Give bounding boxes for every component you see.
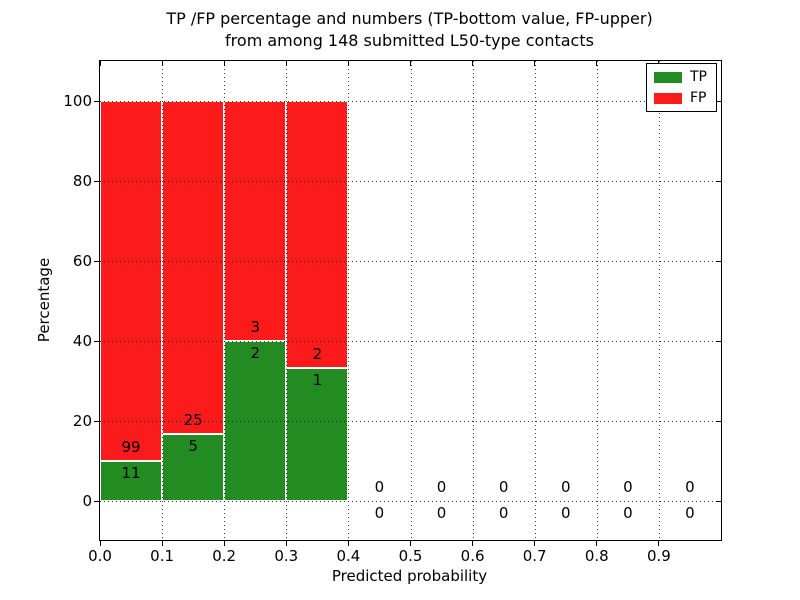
bar-segment-fp (286, 101, 349, 368)
x-tick-mark (472, 540, 474, 546)
tp-count-label: 0 (498, 504, 509, 522)
y-tick-label: 60 (72, 252, 92, 270)
v-gridline (162, 61, 164, 540)
x-tick-mark (410, 540, 411, 546)
fp-count-label: 0 (560, 478, 571, 496)
tp-color-swatch (654, 71, 682, 83)
y-tick-label: 20 (72, 412, 92, 430)
fp-color-swatch (654, 92, 682, 104)
x-tick-mark (658, 540, 660, 546)
plot-area: 0.0 0.1 0.2 0.3 0.4 0.5 0.6 0.7 0.8 0.9 0 20 40 60 80 1… (63, 60, 722, 565)
y-tick-mark (94, 100, 100, 102)
x-tick-mark (347, 540, 349, 546)
x-tick-label: 0.0 (88, 547, 112, 565)
x-tick-mark (161, 540, 163, 546)
v-gridline (348, 61, 350, 540)
x-tick-mark-top (99, 61, 101, 66)
x-tick-mark-top (161, 61, 163, 66)
x-tick-mark-top (285, 61, 287, 66)
fp-count-label: 3 (250, 318, 261, 336)
legend-entry-fp: FP (654, 91, 709, 105)
x-tick-label: 0.5 (398, 547, 423, 565)
fp-count-label: 0 (685, 478, 695, 496)
y-tick-mark (94, 260, 100, 262)
x-tick-label: 0.2 (212, 547, 237, 565)
legend-label-fp: FP (690, 90, 707, 106)
chart-title: TP /FP percentage and numbers (TP-bottom… (99, 8, 720, 52)
x-tick-label: 0.7 (522, 547, 547, 565)
y-tick-label: 40 (72, 332, 92, 350)
x-tick-mark-top (223, 61, 225, 66)
v-gridline (658, 61, 660, 540)
chart-title-line2: from among 148 submitted L50-type contac… (225, 31, 594, 50)
bar-segment-fp (162, 101, 225, 435)
v-gridline (596, 61, 598, 540)
fp-count-label: 0 (374, 478, 385, 496)
v-gridline (224, 61, 226, 540)
y-tick-mark-right (716, 500, 721, 502)
bar-segment-fp (224, 101, 287, 341)
x-tick-mark-top (347, 61, 349, 66)
x-axis-label: Predicted probability (331, 567, 488, 585)
x-tick-mark (99, 540, 101, 546)
x-tick-mark-top (596, 61, 598, 66)
legend-entry-tp: TP (654, 70, 709, 84)
x-tick-mark (285, 540, 287, 546)
y-axis-label: Percentage (35, 257, 53, 343)
legend: TP FP (646, 63, 717, 112)
tp-count-label: 0 (560, 504, 571, 522)
tp-count-label: 2 (250, 344, 261, 362)
tp-count-label: 0 (685, 504, 695, 522)
legend-label-tp: TP (690, 69, 707, 85)
tp-count-label: 1 (312, 370, 323, 389)
x-tick-label: 0.4 (336, 547, 361, 565)
fp-count-label: 25 (183, 411, 203, 430)
fp-count-label: 0 (436, 478, 447, 496)
v-gridline (410, 61, 412, 540)
y-tick-mark (94, 500, 100, 502)
bar-segment-tp (100, 461, 163, 501)
v-gridline (286, 61, 288, 540)
fp-count-label: 0 (623, 478, 633, 496)
y-tick-mark-right (716, 260, 721, 262)
y-tick-mark (94, 180, 100, 182)
bar-segment-tp (286, 367, 349, 501)
tp-count-label: 5 (188, 437, 198, 456)
tp-count-label: 0 (436, 504, 447, 522)
y-tick-mark-right (716, 100, 721, 102)
x-tick-label: 0.9 (646, 547, 671, 565)
x-tick-mark (596, 540, 598, 546)
y-tick-mark-right (716, 340, 721, 342)
x-tick-mark-top (410, 61, 411, 66)
x-tick-label: 0.8 (584, 547, 609, 565)
fp-count-label: 2 (312, 344, 323, 363)
x-tick-mark (223, 540, 225, 546)
x-tick-label: 0.1 (150, 547, 175, 565)
y-tick-label: 0 (82, 492, 92, 510)
tp-count-label: 0 (623, 504, 633, 522)
y-tick-mark-right (716, 420, 721, 422)
tp-count-label: 11 (121, 464, 141, 482)
x-tick-mark-top (472, 61, 474, 66)
y-tick-mark (94, 420, 100, 422)
x-tick-label: 0.3 (274, 547, 299, 565)
tp-count-label: 0 (374, 504, 385, 522)
fp-count-label: 0 (498, 478, 509, 496)
bar-segment-tp (162, 434, 225, 501)
v-gridline (472, 61, 474, 540)
y-tick-mark (94, 340, 100, 342)
x-tick-mark-top (534, 61, 536, 66)
fp-count-label: 99 (121, 438, 141, 456)
y-tick-mark-right (716, 180, 721, 182)
bar-segment-fp (100, 101, 163, 461)
x-tick-mark (534, 540, 536, 546)
x-tick-label: 0.6 (460, 547, 485, 565)
y-tick-label: 80 (72, 172, 92, 190)
y-tick-label: 100 (63, 92, 92, 110)
chart-title-line1: TP /FP percentage and numbers (TP-bottom… (166, 9, 653, 28)
v-gridline (534, 61, 536, 540)
